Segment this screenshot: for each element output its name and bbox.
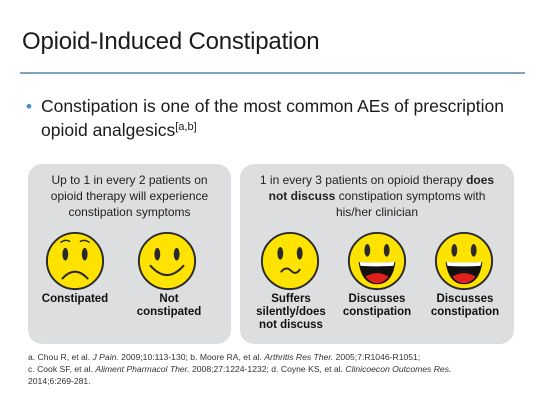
right-caption-part: constipation symptoms with his/her clini… — [335, 189, 486, 219]
face-label-constipated: Constipated — [41, 293, 109, 305]
footnote-text: 2005;7:R1046-R1051; — [333, 352, 421, 362]
left-panel-caption: Up to 1 in every 2 patients on opioid th… — [50, 173, 209, 219]
footnote-text: 2008;27:1224-1232; d. Coyne KS, et al. — [189, 364, 346, 374]
smiling-face-icon — [136, 230, 198, 292]
uneasy-face-icon — [259, 230, 321, 292]
bullet-text: Constipation is one of the most common A… — [41, 96, 506, 141]
footnote-line: 2014;6:269-281. — [28, 376, 91, 386]
right-caption-emphasis: does not discuss — [268, 173, 495, 203]
right-panel: 1 in every 3 patients on opioid therapy … — [240, 164, 514, 344]
face-label-not-constipated: Not constipated — [136, 293, 202, 318]
slide-title: Opioid-Induced Constipation — [22, 28, 320, 55]
title-divider — [20, 72, 525, 74]
footnote-journal: Arthritis Res Ther. — [264, 352, 334, 362]
laughing-face-icon — [433, 230, 495, 292]
right-caption-part: 1 in every 3 patients on opioid therapy — [259, 173, 467, 187]
footnote-journal: Aliment Pharmacol Ther. — [95, 364, 190, 374]
face-label-discusses-2: Discusses constipation — [430, 293, 500, 318]
laughing-face-icon — [346, 230, 408, 292]
footnote-line: a. Chou R, et al. J Pain. 2009;10:113-13… — [28, 351, 518, 363]
footnote-journal: Clinicoecon Outcomes Res. — [345, 364, 452, 374]
face-label-suffers-silently: Suffers silently/does not discuss — [256, 293, 326, 331]
left-panel: Up to 1 in every 2 patients on opioid th… — [28, 164, 231, 344]
bullet-body: Constipation is one of the most common A… — [41, 96, 505, 140]
sad-face-icon — [44, 230, 106, 292]
bullet-dot-icon: • — [26, 97, 32, 116]
footnote-line: c. Cook SF, et al. Aliment Pharmacol The… — [28, 363, 518, 375]
footnote-text: 2009;10:113-130; b. Moore RA, et al. — [118, 352, 265, 362]
footnote-references: a. Chou R, et al. J Pain. 2009;10:113-13… — [28, 351, 518, 387]
footnote-journal: J Pain. — [92, 352, 119, 362]
bullet-citation: [a,b] — [175, 121, 197, 133]
face-label-discusses-1: Discusses constipation — [342, 293, 412, 318]
bullet-point: • Constipation is one of the most common… — [26, 96, 506, 141]
footnote-text: c. Cook SF, et al. — [28, 364, 96, 374]
right-panel-caption: 1 in every 3 patients on opioid therapy … — [252, 172, 502, 220]
footnote-text: a. Chou R, et al. — [28, 352, 93, 362]
